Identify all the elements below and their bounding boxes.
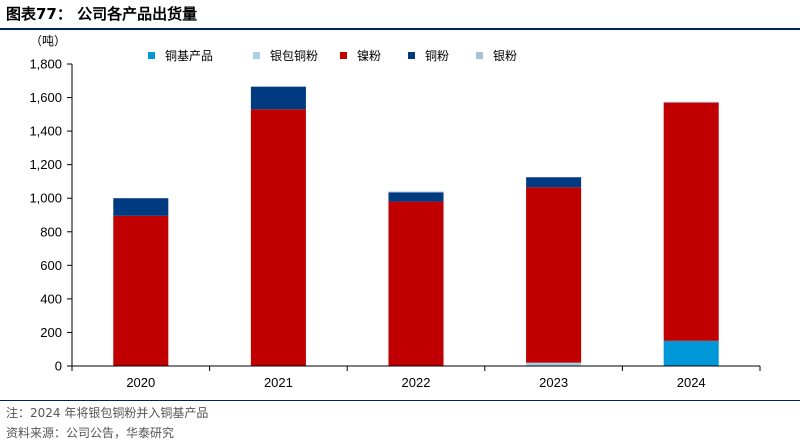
figure-title-bar: 图表77： 公司各产品出货量 [0, 0, 800, 30]
x-tick-label: 2023 [539, 375, 568, 390]
y-axis: 0 200 400 600 800 1,000 1,200 1,400 1,600 1,800 [29, 57, 73, 374]
bar-segment [526, 187, 582, 363]
y-axis-unit-label: （吨） [30, 34, 66, 48]
figure-note: 注：2024 年将银包铜粉并入铜基产品 [6, 406, 209, 420]
x-tick-label: 2021 [264, 375, 293, 390]
legend-label: 铜粉 [425, 48, 449, 63]
y-tick-label: 1,600 [29, 90, 62, 105]
figure-source: 资料来源：公司公告，华泰研究 [6, 426, 175, 440]
bar-segment [663, 102, 719, 341]
y-tick-label: 0 [55, 359, 62, 374]
bar-group [113, 86, 719, 367]
x-axis: 2020 2021 2022 2023 2024 [71, 365, 761, 390]
legend-swatch [340, 52, 347, 59]
bar-segment [663, 340, 719, 366]
y-tick-label: 400 [40, 291, 62, 306]
legend-swatch [148, 52, 155, 59]
legend-label: 银粉 [493, 49, 517, 63]
legend-label: 银包铜粉 [270, 48, 318, 63]
y-tick-label: 800 [40, 224, 62, 239]
x-tick-label: 2024 [677, 375, 706, 390]
y-tick-label: 1,000 [29, 191, 62, 206]
legend-label: 铜基产品 [165, 48, 213, 63]
legend-label: 镍粉 [357, 49, 381, 63]
x-tick-label: 2020 [126, 375, 155, 390]
bar-segment [663, 101, 719, 103]
figure-title: 图表77： 公司各产品出货量 [6, 5, 198, 23]
stacked-bar-chart: 铜基产品 银包铜粉 镍粉 铜粉 银粉 （吨） 0 200 400 600 800 1,000 1,2… [29, 34, 761, 390]
bar-segment [113, 198, 169, 216]
y-tick-label: 200 [40, 325, 62, 340]
y-tick-label: 1,800 [29, 57, 62, 72]
bar-segment [388, 191, 444, 193]
x-tick-label: 2022 [402, 375, 431, 390]
legend-swatch [408, 52, 415, 59]
y-tick-label: 1,400 [29, 124, 62, 139]
legend-swatch [253, 52, 260, 59]
bar-segment [526, 177, 582, 188]
footer-divider [0, 400, 800, 401]
bar-segment [526, 362, 582, 366]
y-tick-label: 600 [40, 258, 62, 273]
bar-segment [113, 215, 169, 366]
bar-segment [388, 201, 444, 366]
bar-segment [250, 86, 306, 110]
y-tick-label: 1,200 [29, 157, 62, 172]
bar-segment [250, 109, 306, 367]
bar-segment [388, 192, 444, 202]
chart-legend: 铜基产品 银包铜粉 镍粉 铜粉 银粉 [148, 48, 517, 63]
legend-swatch [476, 52, 483, 59]
